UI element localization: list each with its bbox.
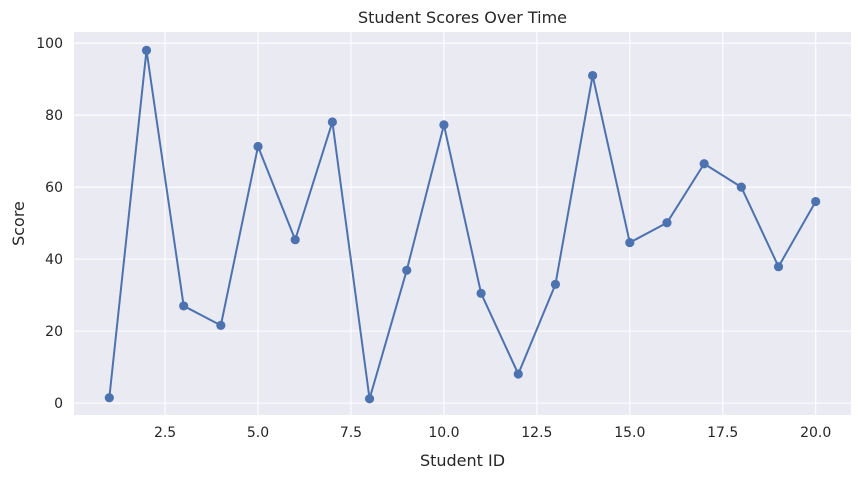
- y-gridlines: [74, 42, 851, 404]
- data-point: [625, 237, 635, 248]
- x-tick-label: 17.5: [707, 425, 738, 441]
- x-gridlines: [164, 32, 817, 415]
- data-point: [253, 141, 263, 152]
- data-point: [699, 159, 709, 169]
- x-tick-labels: 2.5 5.0 7.5 10.0 12.5 15.0 17.5 20.0: [154, 425, 831, 441]
- x-tick-label: 10.0: [428, 425, 459, 441]
- data-point: [104, 393, 114, 403]
- data-point: [141, 45, 152, 55]
- data-point: [402, 265, 412, 275]
- data-point: [811, 196, 821, 207]
- data-point: [662, 218, 672, 228]
- data-point: [327, 117, 337, 127]
- y-tick-labels: 0 20 40 60 80 100: [36, 36, 63, 412]
- y-tick-label: 20: [45, 324, 63, 340]
- x-tick-label: 15.0: [614, 425, 645, 441]
- data-point: [773, 262, 784, 272]
- data-point: [290, 235, 300, 245]
- x-tick-label: 5.0: [247, 425, 269, 441]
- data-point: [179, 301, 189, 311]
- data-point: [216, 320, 226, 330]
- series-line: [108, 49, 817, 400]
- chart-title: Student Scores Over Time: [358, 8, 567, 27]
- y-tick-label: 0: [54, 396, 63, 412]
- data-point: [513, 369, 523, 379]
- y-tick-label: 100: [36, 36, 63, 52]
- data-point: [364, 394, 375, 404]
- data-point: [550, 279, 561, 289]
- series-layer: [104, 45, 821, 404]
- x-axis-label: Student ID: [420, 451, 505, 470]
- y-tick-label: 40: [45, 252, 63, 268]
- y-tick-label: 60: [45, 180, 63, 196]
- plot-area: [74, 32, 851, 415]
- data-point: [439, 120, 449, 130]
- x-tick-label: 2.5: [154, 425, 176, 441]
- x-tick-label: 20.0: [800, 425, 831, 441]
- data-point: [736, 182, 746, 192]
- data-point: [588, 70, 598, 81]
- x-tick-label: 7.5: [340, 425, 362, 441]
- y-tick-label: 80: [45, 108, 63, 124]
- data-point: [476, 288, 486, 298]
- y-axis-label: Score: [9, 201, 28, 246]
- x-tick-label: 12.5: [521, 425, 552, 441]
